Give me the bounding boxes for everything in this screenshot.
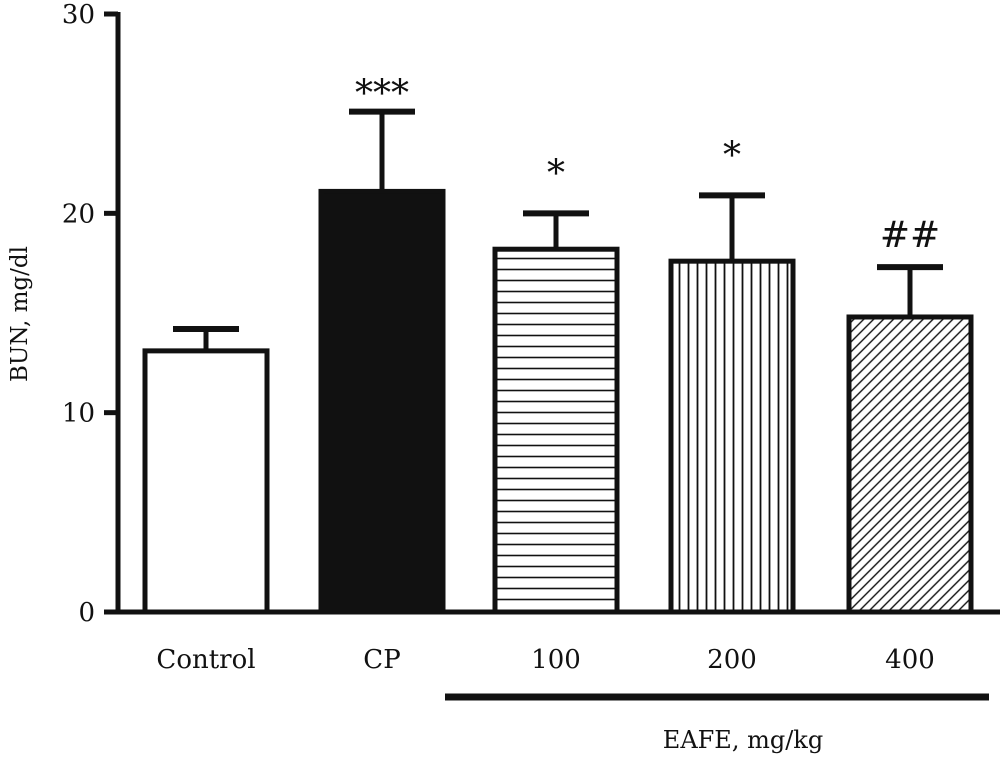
group-bracket-label: EAFE, mg/kg (663, 726, 823, 754)
y-tick-label: 30 (62, 0, 95, 30)
y-tick-label: 0 (78, 598, 95, 628)
y-axis-title: BUN, mg/dl (7, 246, 33, 382)
bar-cp (318, 188, 446, 615)
bar-400 (846, 314, 974, 615)
bar-200 (668, 258, 796, 615)
x-tick-label: CP (363, 645, 400, 675)
significance-label: ## (880, 215, 940, 256)
significance-label: *** (355, 74, 409, 115)
y-tick-label: 10 (62, 399, 95, 429)
labels: 0 10 20 30 Control CP *** 100 * 200 * 400 ## (62, 0, 940, 675)
significance-label: * (547, 153, 565, 194)
significance-label: * (723, 135, 741, 176)
bar-control (142, 348, 270, 615)
x-tick-label: Control (156, 645, 255, 675)
x-tick-label: 200 (707, 645, 757, 675)
x-tick-label: 400 (885, 645, 935, 675)
x-tick-label: 100 (531, 645, 581, 675)
y-tick-label: 20 (62, 199, 95, 229)
bars (142, 108, 974, 615)
bar-100 (492, 246, 620, 615)
